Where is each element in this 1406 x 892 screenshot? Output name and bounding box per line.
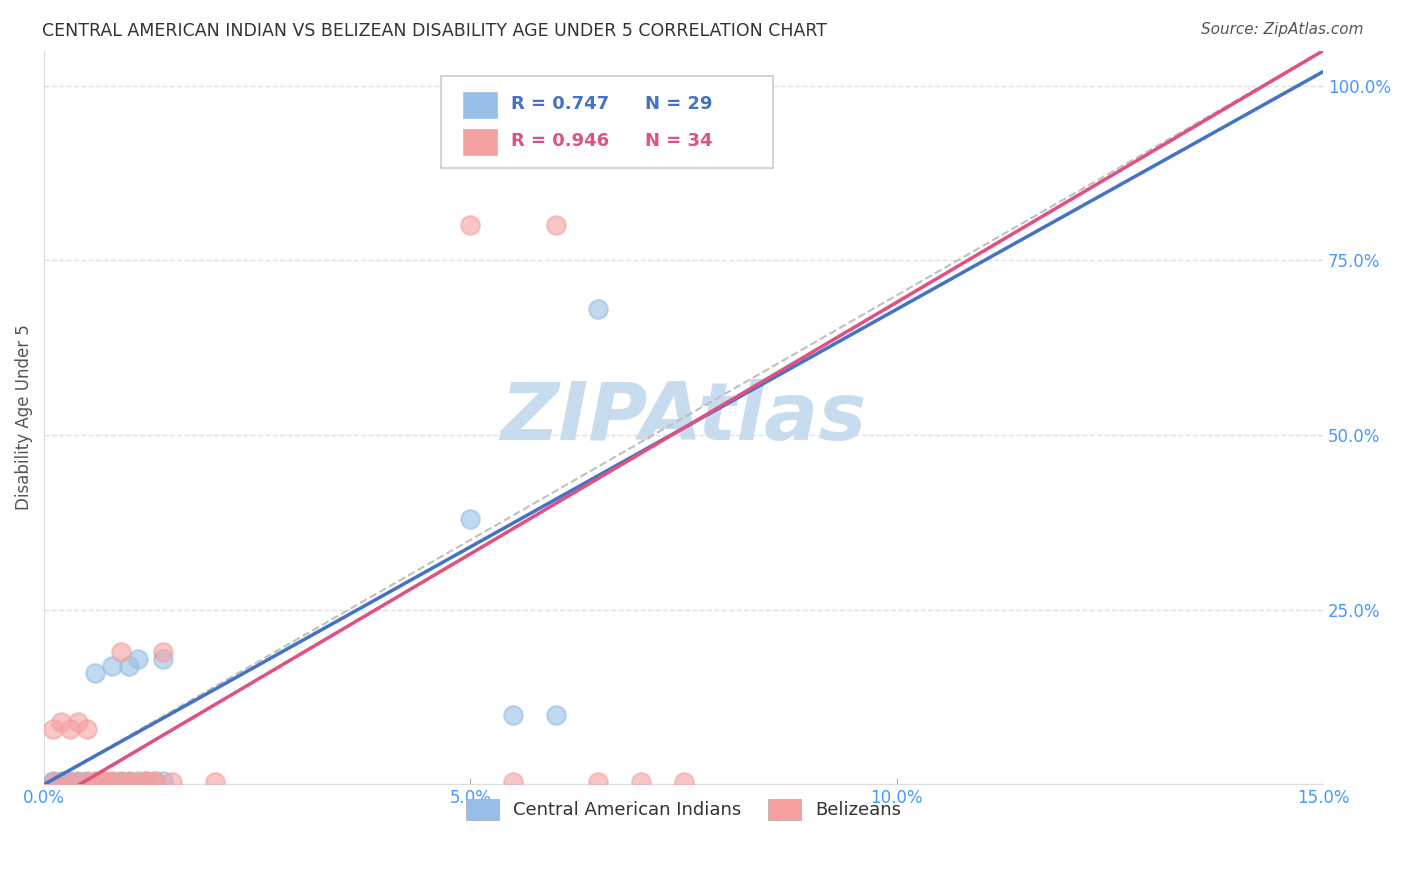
Point [152, 645, 174, 659]
Point [127, 651, 149, 665]
Legend: Central American Indians, Belizeans: Central American Indians, Belizeans [458, 791, 908, 827]
Point [204, 775, 226, 789]
Point [84, 773, 107, 788]
Text: N = 34: N = 34 [645, 132, 713, 150]
Point [118, 773, 141, 788]
Point [460, 512, 482, 526]
Point [41, 773, 63, 788]
Point [143, 775, 166, 789]
Point [135, 773, 157, 788]
Point [76, 773, 98, 788]
Point [84, 665, 107, 680]
Point [41, 775, 63, 789]
Point [51, 773, 73, 788]
FancyBboxPatch shape [440, 77, 773, 168]
Point [544, 707, 567, 722]
Text: ZIPAtlas: ZIPAtlas [501, 378, 866, 457]
Point [67, 775, 90, 789]
Point [672, 775, 695, 789]
Point [502, 707, 524, 722]
Point [544, 219, 567, 233]
Point [118, 775, 141, 789]
Point [67, 775, 90, 789]
Point [84, 775, 107, 789]
Point [41, 775, 63, 789]
Point [59, 722, 82, 736]
FancyBboxPatch shape [463, 91, 498, 119]
Point [127, 773, 149, 788]
Point [118, 775, 141, 789]
Point [59, 775, 82, 789]
Point [67, 773, 90, 788]
FancyBboxPatch shape [463, 128, 498, 155]
Point [51, 775, 73, 789]
Point [51, 775, 73, 789]
Point [160, 775, 183, 789]
Point [93, 775, 115, 789]
Text: R = 0.747: R = 0.747 [510, 95, 609, 113]
Text: R = 0.946: R = 0.946 [510, 132, 609, 150]
Point [110, 773, 132, 788]
Point [76, 775, 98, 789]
Point [67, 714, 90, 729]
Point [502, 775, 524, 789]
Point [101, 658, 124, 673]
Point [127, 775, 149, 789]
Point [110, 645, 132, 659]
Point [59, 775, 82, 789]
Point [588, 302, 610, 317]
Point [93, 775, 115, 789]
Point [101, 773, 124, 788]
Y-axis label: Disability Age Under 5: Disability Age Under 5 [15, 325, 32, 510]
Point [41, 722, 63, 736]
Point [118, 658, 141, 673]
Text: Source: ZipAtlas.com: Source: ZipAtlas.com [1201, 22, 1364, 37]
Point [630, 775, 652, 789]
Point [588, 775, 610, 789]
Point [101, 775, 124, 789]
Point [110, 775, 132, 789]
Point [152, 773, 174, 788]
Point [135, 775, 157, 789]
Point [135, 773, 157, 788]
Point [110, 775, 132, 789]
Text: CENTRAL AMERICAN INDIAN VS BELIZEAN DISABILITY AGE UNDER 5 CORRELATION CHART: CENTRAL AMERICAN INDIAN VS BELIZEAN DISA… [42, 22, 827, 40]
Point [51, 714, 73, 729]
Point [101, 775, 124, 789]
Text: N = 29: N = 29 [645, 95, 713, 113]
Point [76, 722, 98, 736]
Point [76, 775, 98, 789]
Point [84, 775, 107, 789]
Point [93, 773, 115, 788]
Point [460, 219, 482, 233]
Point [59, 773, 82, 788]
Point [143, 773, 166, 788]
Point [143, 773, 166, 788]
Point [152, 651, 174, 665]
